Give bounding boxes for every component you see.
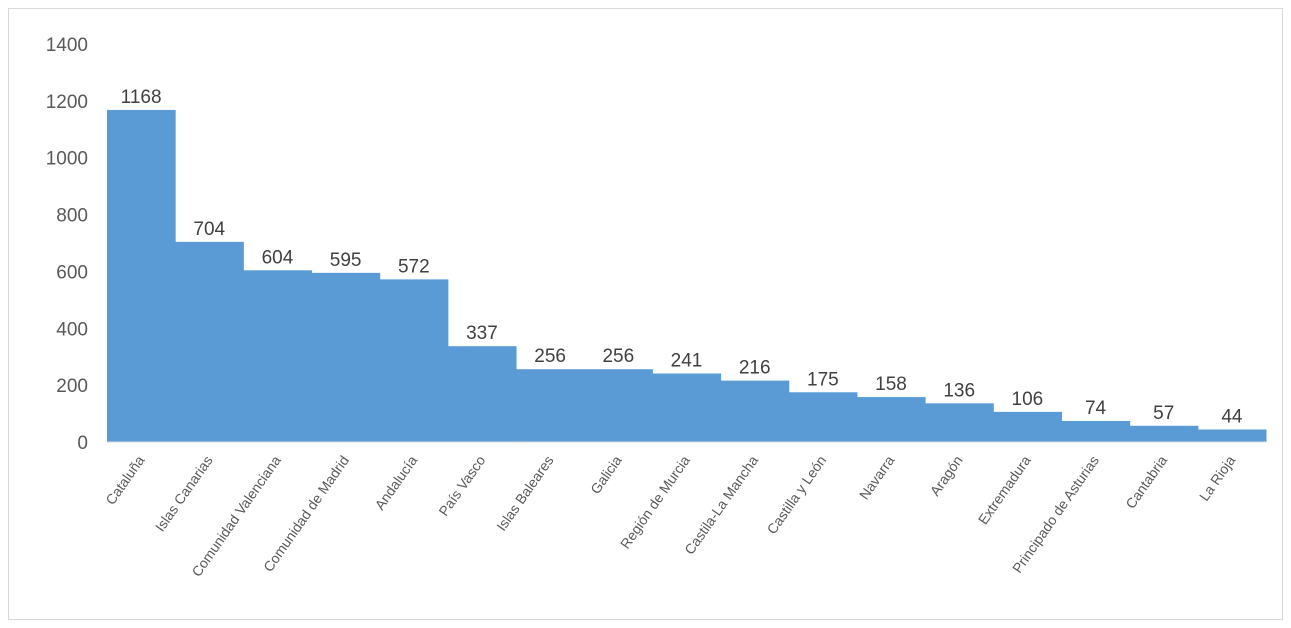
y-tick-label: 800	[56, 206, 88, 227]
data-label: 595	[330, 250, 362, 271]
data-label: 241	[671, 350, 703, 371]
y-tick-label: 600	[56, 262, 88, 283]
x-tick-label: Castilla y León	[764, 453, 830, 537]
bar	[1129, 425, 1199, 442]
x-tick-label: Cataluña	[102, 452, 147, 507]
data-label: 44	[1221, 406, 1243, 427]
data-label: 704	[193, 219, 225, 240]
data-label: 136	[943, 380, 975, 401]
y-tick-label: 1000	[46, 149, 88, 170]
x-tick-label: Andalucía	[371, 452, 420, 512]
data-label: 74	[1085, 398, 1107, 419]
bar	[720, 380, 790, 442]
x-tick-label: Galicia	[587, 452, 625, 496]
y-tick-label: 1400	[46, 35, 88, 56]
data-label: 256	[602, 346, 634, 367]
x-tick-label: Islas Baleares	[493, 453, 557, 534]
bar	[175, 241, 244, 442]
data-label: 175	[807, 369, 839, 390]
data-label: 604	[262, 247, 294, 268]
x-tick-label: Extremadura	[975, 452, 1034, 527]
y-tick-label: 0	[77, 433, 88, 454]
data-label: 256	[534, 346, 566, 367]
data-label: 216	[739, 358, 771, 379]
data-label: 1168	[121, 87, 162, 108]
y-tick-label: 200	[56, 376, 88, 397]
x-tick-label: Cantabria	[1122, 452, 1170, 511]
x-tick-label: Aragón	[927, 453, 966, 499]
x-tick-label: Región de Murcia	[617, 452, 693, 551]
data-label: 57	[1153, 403, 1174, 424]
x-tick-label: Navarra	[856, 452, 898, 502]
bar	[925, 403, 994, 442]
bar	[1061, 420, 1131, 442]
y-tick-label: 1200	[46, 92, 88, 113]
x-tick-label: La Rioja	[1196, 452, 1239, 503]
data-label: 106	[1012, 389, 1044, 410]
x-tick-label: Castila-La Mancha	[681, 452, 761, 557]
x-tick-label: Islas Canarias	[152, 453, 216, 535]
bar	[584, 369, 653, 442]
data-label: 572	[398, 256, 430, 277]
bar	[379, 279, 449, 442]
bar	[993, 411, 1062, 442]
bar	[243, 270, 313, 442]
y-axis: 0 200 400 600 800 1000 1200 1400	[46, 35, 88, 454]
y-tick-label: 400	[56, 319, 88, 340]
bar	[856, 397, 926, 442]
data-label: 158	[875, 374, 907, 395]
bar	[1197, 429, 1267, 442]
bar	[652, 373, 722, 442]
data-label: 337	[466, 323, 498, 344]
x-tick-label: País Vasco	[435, 452, 488, 519]
bar	[788, 392, 858, 442]
bar	[311, 272, 381, 442]
bars	[107, 109, 1267, 442]
bar	[516, 369, 585, 442]
bar	[107, 109, 176, 442]
data-labels: 1168 704 604 595 572 337 256 256 241 216 175 158 136…	[121, 87, 1243, 428]
bar	[447, 346, 517, 442]
